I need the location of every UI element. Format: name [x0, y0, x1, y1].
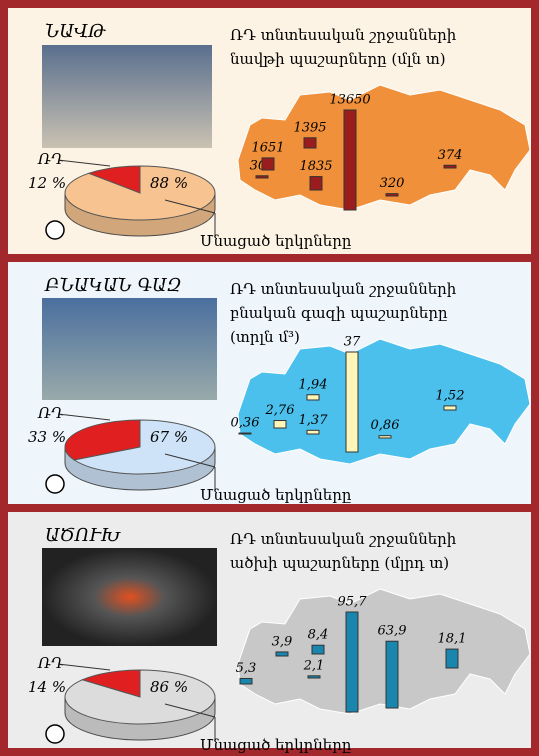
value-label: 320 [380, 176, 405, 191]
infographic: ՆԱՎԹ ՌԴ 12 % 88 % Մնացած երկրները ՌԴ տնտեսակա… [0, 0, 539, 756]
photo-gas [42, 298, 217, 400]
value-label: 3,9 [272, 634, 293, 649]
bar [276, 652, 288, 656]
bar [312, 645, 324, 654]
pie-value-label: 14 % [28, 678, 66, 696]
pie-value-label: 88 % [150, 174, 188, 192]
pie-label: Մնացած երկրները [200, 232, 352, 250]
value-label: 374 [438, 148, 463, 163]
bar [346, 612, 358, 712]
value-label: 1835 [299, 159, 332, 174]
compass-icon [46, 475, 64, 493]
bar [386, 194, 398, 196]
chart-title: (տրլն մ³) [230, 328, 300, 346]
compass-icon [46, 221, 64, 239]
value-label: 37 [344, 335, 361, 350]
value-label: 13650 [329, 93, 370, 108]
bar [239, 433, 251, 434]
bar [304, 138, 316, 148]
chart-title: ածխի պաշարները (մլրդ տ) [230, 554, 449, 572]
compass-icon [46, 725, 64, 743]
panel-title: ՆԱՎԹ [45, 21, 106, 42]
bar [310, 177, 322, 190]
value-label: 1,52 [436, 388, 465, 403]
pie-value-label: 33 % [28, 428, 66, 446]
value-label: 63,9 [378, 624, 407, 639]
value-label: 8,4 [308, 628, 329, 643]
bar [379, 436, 391, 438]
bar [444, 406, 456, 410]
value-label: 1651 [251, 140, 284, 155]
pie-value-label: 67 % [150, 428, 188, 446]
bar [256, 176, 268, 178]
pie-label: ՌԴ [37, 150, 64, 168]
chart-title: ՌԴ տնտեսական շրջանների [230, 530, 457, 548]
bar [444, 165, 456, 168]
bar [240, 678, 252, 684]
bar [386, 641, 398, 708]
photo-coal [42, 548, 217, 646]
pie-value-label: 86 % [150, 678, 188, 696]
bar [346, 352, 358, 452]
chart-title: ՌԴ տնտեսական շրջանների [230, 26, 457, 44]
value-label: 95,7 [338, 595, 368, 610]
chart-title: բնական գազի պաշարները [230, 304, 448, 322]
pie-label: Մնացած երկրները [200, 486, 352, 504]
bar [307, 430, 319, 434]
bar [308, 676, 320, 678]
value-label: 0,36 [231, 416, 260, 431]
value-label: 1,37 [299, 413, 329, 428]
value-label: 1,94 [299, 377, 328, 392]
pie-label: ՌԴ [37, 654, 64, 672]
bar [307, 395, 319, 400]
bar [262, 158, 274, 170]
value-label: 2,1 [303, 658, 325, 673]
pie-label: Մնացած երկրները [200, 736, 352, 754]
pie-label: ՌԴ [37, 404, 64, 422]
value-label: 2,76 [265, 403, 295, 418]
bar [274, 421, 286, 428]
pie-slice [65, 166, 215, 220]
chart-title: ՌԴ տնտեսական շրջանների [230, 280, 457, 298]
pie-value-label: 12 % [28, 174, 66, 192]
value-label: 1395 [293, 120, 326, 135]
value-label: 18,1 [438, 632, 467, 647]
bar [446, 649, 458, 668]
bar [344, 110, 356, 210]
photo-oil [42, 45, 212, 148]
value-label: 5,3 [236, 661, 257, 676]
panel-title: ԲՆԱԿԱՆ ԳԱԶ [44, 275, 182, 296]
panel-title: ԱԾՈՒԽ [45, 525, 122, 546]
value-label: 0,86 [371, 418, 400, 433]
chart-title: նավթի պաշարները (մլն տ) [230, 50, 446, 68]
